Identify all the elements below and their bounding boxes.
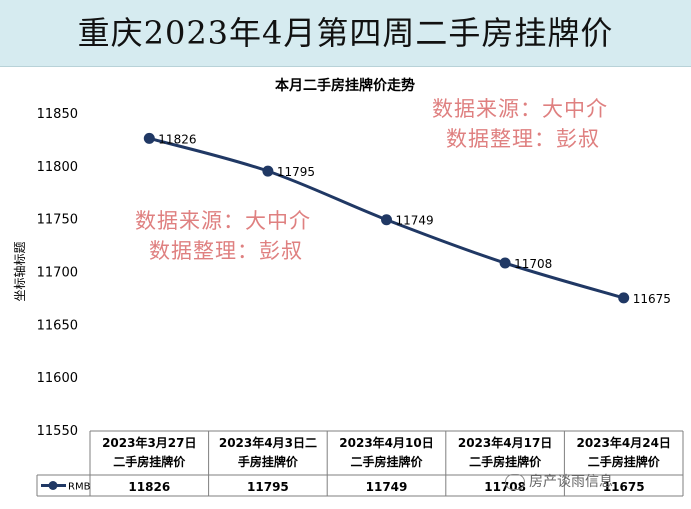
y-tick-label: 11850 <box>37 107 78 122</box>
page-title: 重庆2023年4月第四周二手房挂牌价 <box>77 14 614 52</box>
table-value: 11826 <box>128 480 170 494</box>
category-label: 2023年4月24日二手房挂牌价 <box>576 435 670 469</box>
category-label: 2023年3月27日二手房挂牌价 <box>102 435 196 469</box>
table-value: 11708 <box>484 480 526 494</box>
line-chart: 本月二手房挂牌价走势 坐标轴标题 11850 11800 11750 11700 116… <box>12 77 684 497</box>
y-tick-label: 11700 <box>37 266 78 281</box>
data-label: 11749 <box>396 214 434 228</box>
data-point <box>381 214 392 226</box>
data-table: 2023年3月27日二手房挂牌价 11826 2023年4月3日二手房挂牌价 1179… <box>36 430 684 497</box>
data-point <box>499 257 511 269</box>
title-banner: 重庆2023年4月第四周二手房挂牌价 <box>0 0 691 67</box>
y-tick-label: 11550 <box>37 424 78 439</box>
data-label: 11795 <box>277 165 315 179</box>
watermark-author: 数据整理：彭叔 <box>446 127 600 151</box>
data-label: 11826 <box>158 132 196 146</box>
table-value: 11749 <box>366 480 408 494</box>
watermark-1: 数据来源：大中介 数据整理：彭叔 <box>432 94 608 154</box>
watermark-source: 数据来源：大中介 <box>135 209 311 233</box>
data-point <box>618 292 630 304</box>
y-axis-ticks: 11850 11800 11750 11700 11650 11600 11550 <box>37 107 78 439</box>
data-point <box>143 132 155 144</box>
category-label: 2023年4月10日二手房挂牌价 <box>339 435 433 469</box>
watermark-source: 数据来源：大中介 <box>432 97 608 121</box>
table-value: 11675 <box>603 480 645 494</box>
y-axis-label: 坐标轴标题 <box>12 241 27 301</box>
legend-label: RMB <box>68 482 91 493</box>
data-point <box>262 165 274 177</box>
category-label: 2023年4月17日二手房挂牌价 <box>458 435 552 469</box>
footer-account: 房产谈雨信息 <box>505 470 691 494</box>
legend-marker <box>48 481 58 490</box>
chart-title: 本月二手房挂牌价走势 <box>275 77 415 94</box>
footer-text: 房产谈雨信息 <box>529 474 613 490</box>
y-tick-label: 11750 <box>37 213 78 228</box>
y-tick-label: 11650 <box>37 318 78 333</box>
watermark-2: 数据来源：大中介 数据整理：彭叔 <box>135 206 311 266</box>
data-labels: 11826 11795 11749 11708 11675 <box>158 132 671 306</box>
data-points <box>143 132 630 304</box>
wechat-icon <box>505 474 525 490</box>
data-label: 11675 <box>633 292 671 306</box>
data-label: 11708 <box>514 257 552 271</box>
y-tick-label: 11800 <box>37 160 78 175</box>
category-label: 2023年4月3日二手房挂牌价 <box>219 435 317 469</box>
table-value: 11795 <box>247 480 289 494</box>
y-tick-label: 11600 <box>37 371 78 386</box>
watermark-author: 数据整理：彭叔 <box>149 239 303 263</box>
